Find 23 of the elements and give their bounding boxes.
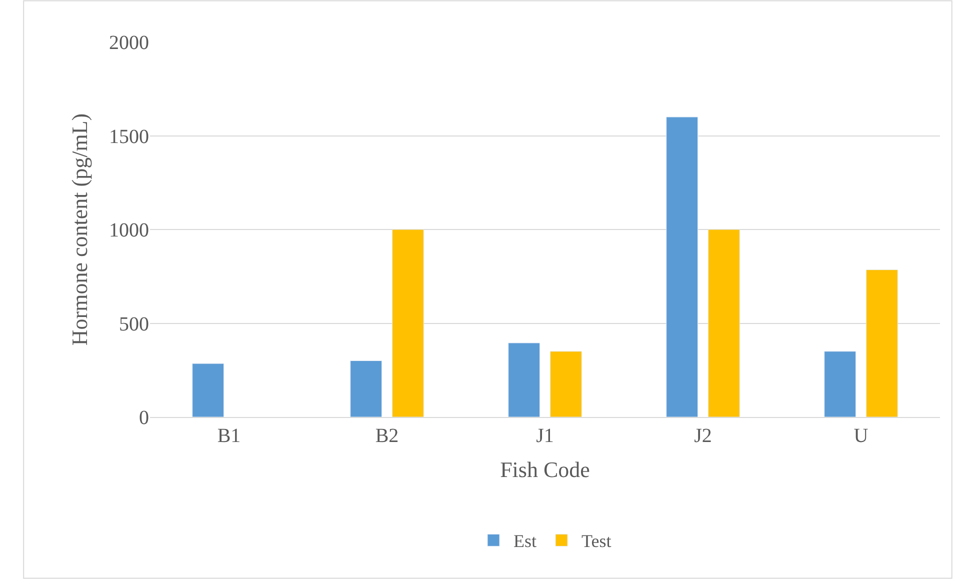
bar — [392, 229, 424, 417]
bar — [508, 342, 540, 417]
y-tick-label: 1500 — [109, 126, 149, 148]
bar — [350, 360, 382, 417]
x-tick-label: J1 — [536, 425, 554, 447]
y-tick-label: 0 — [139, 407, 149, 429]
legend-label: Test — [582, 531, 612, 552]
bar — [824, 351, 856, 417]
bar — [708, 229, 740, 417]
y-tick-label: 500 — [119, 313, 149, 336]
x-tick-label: B2 — [375, 425, 399, 447]
y-axis-title: Hormone content (pg/mL) — [66, 113, 92, 346]
x-tick-label: B1 — [217, 425, 241, 447]
x-axis-title: Fish Code — [500, 456, 590, 482]
legend-label: Est — [514, 531, 537, 552]
y-tick-label: 1000 — [109, 220, 149, 242]
x-tick-label: J2 — [694, 425, 712, 447]
bar — [866, 270, 898, 417]
y-tick-label: 2000 — [109, 32, 149, 54]
x-tick-label: U — [854, 425, 869, 447]
bar — [550, 351, 582, 417]
bar — [192, 363, 224, 417]
bar — [666, 116, 698, 417]
